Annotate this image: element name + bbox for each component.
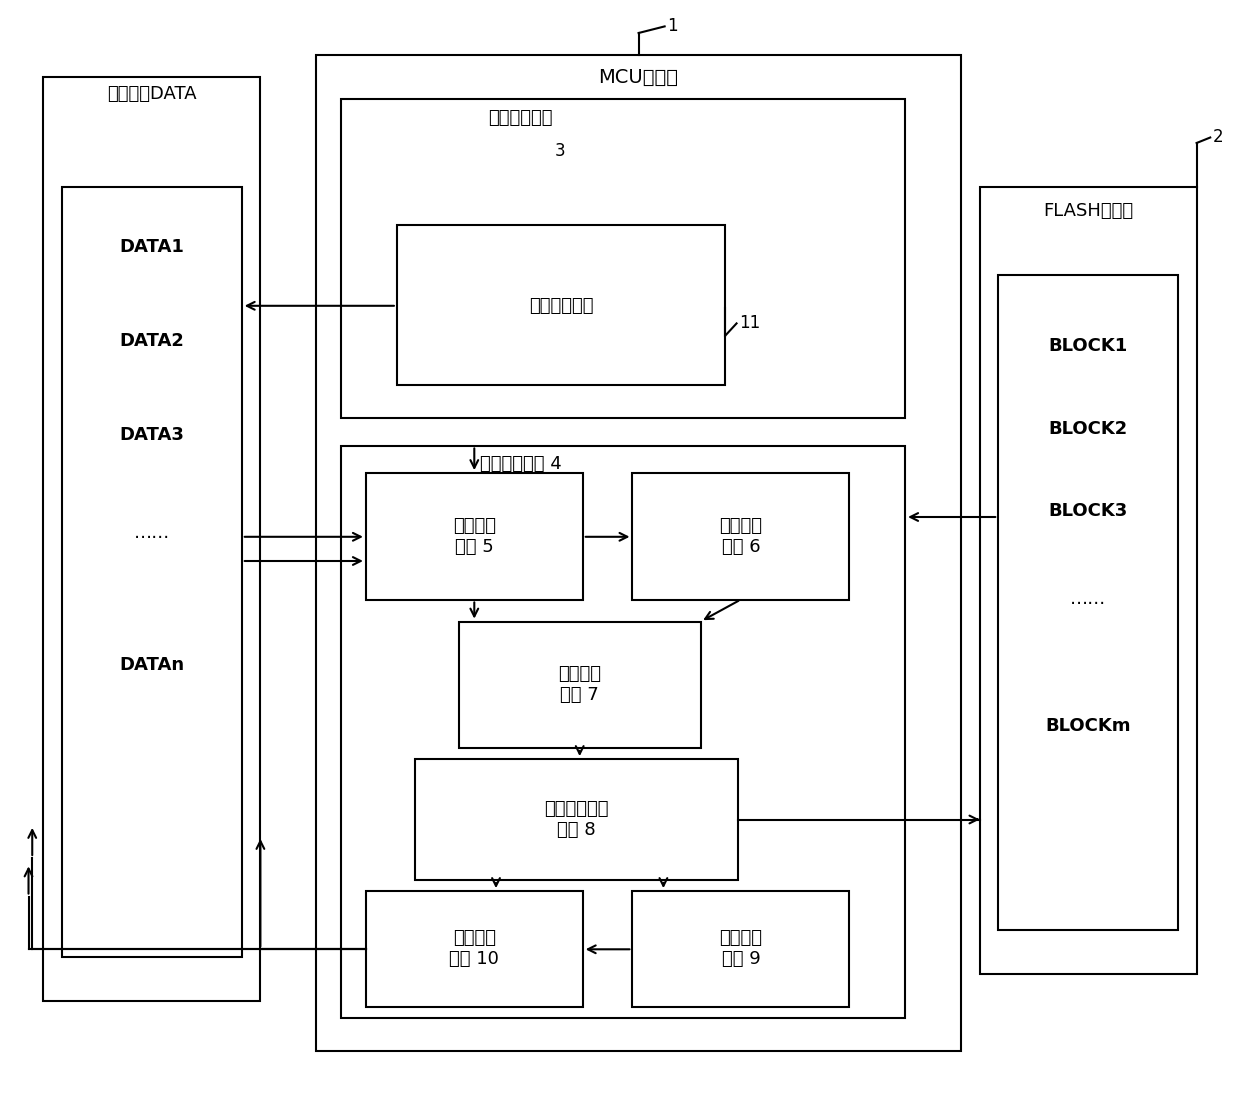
- Bar: [397, 226, 725, 385]
- Text: 1: 1: [667, 18, 678, 35]
- Text: FLASH存储器: FLASH存储器: [1043, 202, 1133, 220]
- Bar: [366, 473, 583, 600]
- Bar: [366, 891, 583, 1007]
- Bar: [316, 55, 961, 1050]
- Text: ……: ……: [134, 525, 170, 542]
- Bar: [415, 759, 738, 880]
- Text: 求校验和
模块 7: 求校验和 模块 7: [558, 666, 601, 704]
- Text: DATA2: DATA2: [119, 332, 185, 350]
- Bar: [632, 891, 849, 1007]
- Text: 2: 2: [1213, 129, 1224, 146]
- Text: 组合数据结构
模块 8: 组合数据结构 模块 8: [544, 800, 609, 839]
- Text: 3: 3: [554, 142, 565, 160]
- Text: 数据判断
模块 10: 数据判断 模块 10: [449, 930, 500, 968]
- Bar: [998, 275, 1178, 930]
- Text: 求异或值
模块 9: 求异或值 模块 9: [719, 930, 763, 968]
- Text: 数据取反
模块 6: 数据取反 模块 6: [719, 517, 763, 556]
- Text: 默认数据模块: 默认数据模块: [528, 297, 594, 315]
- Text: BLOCK3: BLOCK3: [1049, 503, 1127, 520]
- Text: MCU处理器: MCU处理器: [599, 67, 678, 87]
- Text: DATA3: DATA3: [119, 426, 185, 443]
- Text: 11: 11: [739, 315, 760, 332]
- Bar: [43, 77, 260, 1001]
- Bar: [980, 187, 1197, 974]
- Text: 数据读取
模块 5: 数据读取 模块 5: [453, 517, 496, 556]
- Text: DATAn: DATAn: [119, 657, 185, 674]
- Text: 数据处理单元 4: 数据处理单元 4: [480, 455, 562, 473]
- Bar: [341, 99, 905, 418]
- Text: BLOCK1: BLOCK1: [1049, 338, 1127, 355]
- Text: BLOCK2: BLOCK2: [1049, 420, 1127, 438]
- Bar: [62, 187, 242, 957]
- Text: ……: ……: [1070, 591, 1106, 608]
- Bar: [459, 621, 701, 748]
- Text: 默认数据单元: 默认数据单元: [489, 109, 553, 126]
- Text: 客户数据DATA: 客户数据DATA: [107, 85, 197, 102]
- Text: DATA1: DATA1: [119, 239, 185, 256]
- Text: BLOCKm: BLOCKm: [1045, 717, 1131, 735]
- Bar: [341, 446, 905, 1018]
- Bar: [632, 473, 849, 600]
